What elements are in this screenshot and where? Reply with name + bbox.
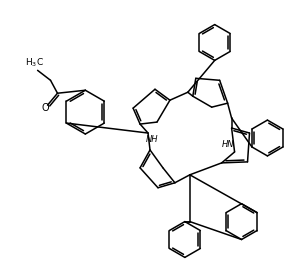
Text: H$_3$C: H$_3$C <box>25 56 43 69</box>
Text: HN: HN <box>221 140 234 150</box>
Text: O: O <box>42 103 49 113</box>
Text: NH: NH <box>146 135 158 145</box>
